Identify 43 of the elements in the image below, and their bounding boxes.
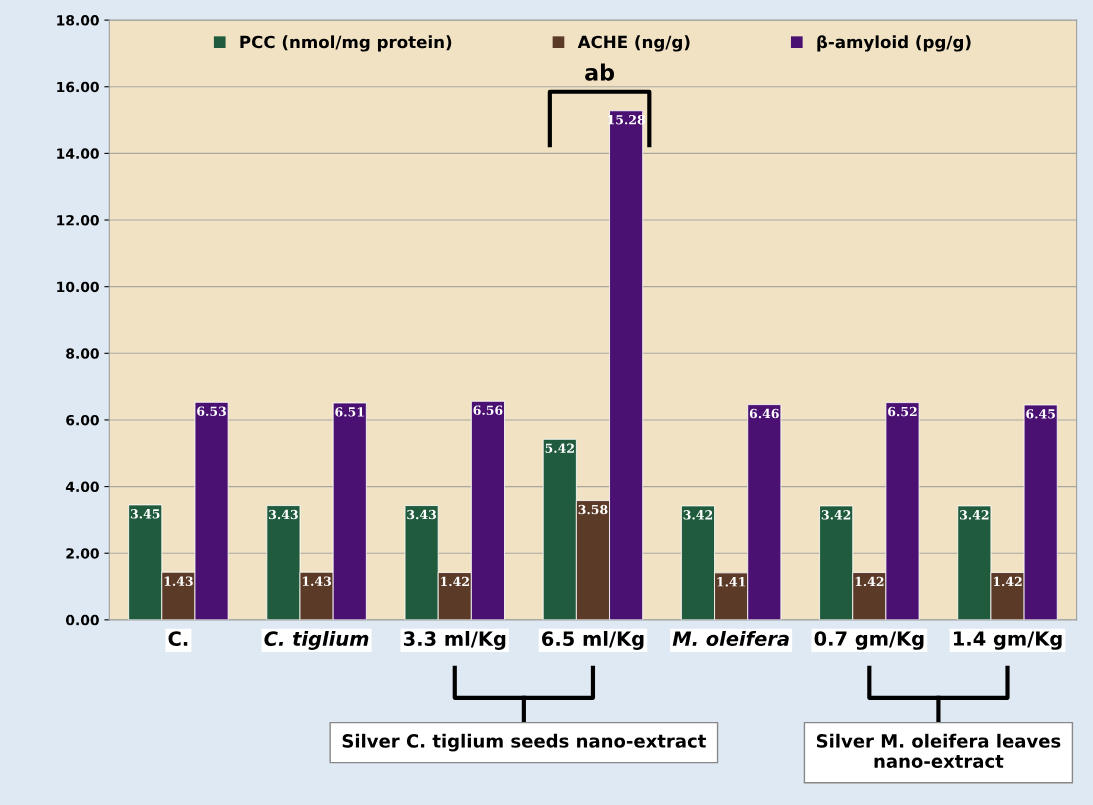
text: Silver M. oleifera leaves nano-extract [816, 733, 1061, 768]
y-tick-label: 4.00 [65, 481, 99, 493]
text: Silver C. tiglium seeds nano-extract [342, 733, 706, 752]
data-label: 3.45 [130, 509, 160, 519]
data-label: 3.43 [269, 509, 298, 520]
data-label: 6.45 [1026, 409, 1055, 419]
y-tick-label: 10.00 [57, 281, 99, 293]
data-label: 1.43 [302, 576, 331, 586]
data-label: 5.42 [545, 443, 574, 453]
y-tick-label: 12.00 [57, 215, 99, 226]
y-tick-label: 18.00 [57, 15, 99, 26]
y-tick-label: 8.00 [66, 348, 99, 359]
x-tick-label: M. oleifera [672, 630, 789, 647]
x-tick-label: C. tiglium [264, 630, 369, 650]
y-tick-label: 2.00 [66, 548, 99, 559]
legend-label: β-amyloid (pg/g) [817, 35, 971, 52]
y-tick-label: 6.00 [66, 414, 99, 426]
data-label: 6.56 [473, 405, 503, 415]
data-label: 1.43 [164, 576, 193, 586]
y-tick-label: 0.00 [65, 614, 99, 626]
y-tick-label: 16.00 [57, 81, 99, 93]
data-label: 6.46 [749, 408, 779, 419]
annotation: ab [585, 63, 615, 81]
data-label: 3.42 [960, 510, 989, 520]
legend-label: PCC (nmol/mg protein) [240, 35, 452, 52]
data-label: 1.42 [993, 576, 1022, 587]
y-tick-label: 14.00 [57, 148, 99, 159]
data-label: 3.43 [407, 509, 437, 520]
x-tick-label: 3.3 ml/Kg [403, 630, 506, 650]
data-label: 3.42 [683, 510, 713, 520]
x-tick-label: 6.5 ml/Kg [542, 630, 644, 650]
data-label: 3.58 [578, 504, 608, 515]
x-tick-label: 0.7 gm/Kg [814, 631, 924, 650]
data-label: 1.42 [441, 576, 469, 587]
x-tick-label: C. [168, 631, 188, 647]
data-label: 3.42 [821, 510, 851, 520]
data-label: 6.51 [335, 407, 364, 417]
data-label: 6.53 [197, 406, 226, 416]
data-label: 6.52 [888, 406, 917, 417]
data-label: 1.41 [717, 577, 746, 587]
legend-label: ACHE (ng/g) [577, 35, 690, 52]
x-tick-label: 1.4 gm/Kg [953, 631, 1062, 650]
data-label: 1.42 [855, 576, 884, 587]
